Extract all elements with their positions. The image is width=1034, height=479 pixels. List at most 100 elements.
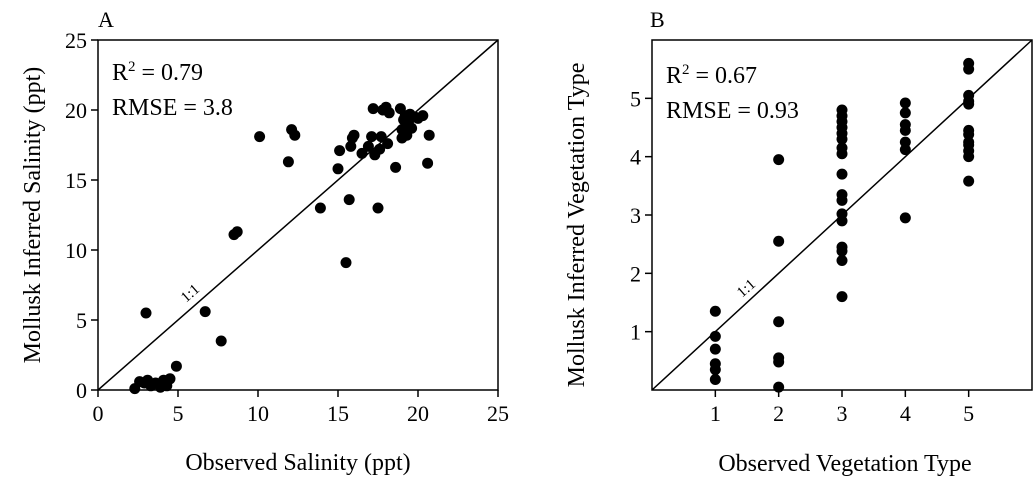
x-tick-label-b-1: 2 bbox=[773, 401, 784, 426]
data-point-b-11 bbox=[773, 381, 785, 393]
data-point-b-1 bbox=[709, 330, 721, 342]
points-b bbox=[709, 57, 975, 393]
data-point-b-30 bbox=[899, 107, 911, 119]
x-tick-label-a-1: 5 bbox=[173, 401, 184, 426]
r-squared-a: R2 = 0.79 bbox=[112, 59, 203, 86]
data-point-b-24 bbox=[836, 215, 848, 227]
data-point-a-54 bbox=[423, 129, 435, 141]
data-point-a-19 bbox=[289, 129, 301, 141]
plot-frame-a bbox=[97, 39, 499, 391]
data-point-b-17 bbox=[836, 133, 848, 145]
rmse-b: RMSE = 0.93 bbox=[666, 98, 799, 124]
y-tick-label-a-4: 20 bbox=[65, 98, 87, 123]
data-point-a-20 bbox=[314, 202, 326, 214]
panel-b: B 1 2 3 4 5 1 2 3 4 5 1:1 R2 = 0.67 RMSE = 0.93 O… bbox=[564, 7, 1033, 477]
x-axis-title-b: Observed Vegetation Type bbox=[718, 451, 971, 477]
points-a bbox=[129, 101, 435, 395]
y-tick-label-a-3: 15 bbox=[65, 168, 87, 193]
ticks-a: 0 5 10 15 20 25 0 5 10 15 20 25 bbox=[65, 28, 509, 426]
data-point-b-27 bbox=[836, 255, 848, 266]
y-tick-label-a-0: 0 bbox=[76, 378, 87, 403]
x-axis-title-a: Observed Salinity (ppt) bbox=[185, 450, 410, 476]
x-tick-label-b-4: 5 bbox=[963, 401, 974, 426]
data-point-b-33 bbox=[899, 136, 911, 148]
y-tick-label-b-0: 1 bbox=[630, 320, 641, 345]
data-point-a-34 bbox=[374, 143, 386, 155]
data-point-b-5 bbox=[709, 374, 721, 385]
data-point-b-34 bbox=[899, 144, 911, 156]
data-point-a-11 bbox=[170, 360, 182, 372]
data-point-b-46 bbox=[963, 151, 975, 163]
data-point-a-53 bbox=[422, 157, 434, 169]
y-tick-label-a-1: 5 bbox=[76, 308, 87, 333]
one-to-one-label-b: 1:1 bbox=[734, 276, 759, 301]
data-point-b-4 bbox=[709, 364, 721, 376]
x-tick-label-a-4: 20 bbox=[407, 401, 429, 426]
data-point-a-17 bbox=[282, 156, 294, 168]
x-tick-label-b-3: 4 bbox=[900, 401, 911, 426]
data-point-a-12 bbox=[199, 306, 211, 318]
data-point-b-26 bbox=[836, 245, 848, 257]
data-point-a-23 bbox=[340, 257, 352, 269]
data-point-a-22 bbox=[334, 145, 346, 157]
panel-letter-a: A bbox=[98, 7, 114, 32]
data-point-b-42 bbox=[963, 129, 975, 140]
data-point-b-32 bbox=[899, 124, 911, 136]
data-point-a-10 bbox=[140, 307, 152, 319]
data-point-b-28 bbox=[836, 291, 848, 303]
data-point-a-30 bbox=[366, 131, 378, 143]
data-point-b-29 bbox=[899, 97, 911, 109]
data-point-a-28 bbox=[356, 147, 368, 159]
data-point-a-24 bbox=[343, 194, 355, 206]
data-point-b-10 bbox=[773, 356, 785, 368]
data-point-b-2 bbox=[709, 343, 721, 355]
data-point-a-27 bbox=[348, 129, 360, 141]
rmse-a: RMSE = 3.8 bbox=[112, 95, 233, 121]
y-tick-label-b-2: 3 bbox=[630, 203, 641, 228]
data-point-b-47 bbox=[963, 175, 975, 187]
x-tick-label-b-0: 1 bbox=[710, 401, 721, 426]
data-point-b-22 bbox=[836, 194, 848, 206]
y-axis-title-a: Mollusk Inferred Salinity (ppt) bbox=[20, 67, 46, 364]
y-axis-title-b: Mollusk Inferred Vegetation Type bbox=[564, 63, 590, 388]
y-tick-label-a-2: 10 bbox=[65, 238, 87, 263]
data-point-b-8 bbox=[773, 316, 785, 328]
data-point-b-40 bbox=[963, 98, 975, 110]
data-point-a-35 bbox=[375, 131, 387, 143]
data-point-b-0 bbox=[709, 305, 721, 317]
data-point-a-15 bbox=[231, 226, 243, 238]
ticks-b: 1 2 3 4 5 1 2 3 4 5 bbox=[630, 86, 974, 426]
data-point-a-38 bbox=[382, 138, 394, 150]
y-tick-label-b-1: 2 bbox=[630, 261, 641, 286]
panel-letter-b: B bbox=[650, 7, 665, 32]
y-tick-label-a-5: 25 bbox=[65, 28, 87, 53]
data-point-b-35 bbox=[899, 212, 911, 224]
data-point-a-29 bbox=[362, 140, 374, 152]
data-point-a-21 bbox=[332, 163, 344, 175]
data-point-a-39 bbox=[383, 107, 395, 119]
x-tick-label-b-2: 3 bbox=[837, 401, 848, 426]
data-point-a-40 bbox=[390, 161, 402, 173]
data-point-a-13 bbox=[215, 335, 227, 347]
data-point-a-9 bbox=[164, 373, 176, 385]
data-point-b-6 bbox=[773, 154, 785, 166]
x-tick-label-a-2: 10 bbox=[247, 401, 269, 426]
one-to-one-label-a: 1:1 bbox=[178, 281, 203, 306]
x-tick-label-a-5: 25 bbox=[487, 401, 509, 426]
y-tick-label-b-4: 5 bbox=[630, 86, 641, 111]
y-tick-label-b-3: 4 bbox=[630, 145, 641, 170]
data-point-a-49 bbox=[406, 122, 418, 134]
data-point-a-31 bbox=[367, 103, 379, 115]
data-point-a-52 bbox=[417, 110, 429, 122]
data-point-a-25 bbox=[345, 140, 357, 152]
data-point-a-16 bbox=[254, 131, 266, 143]
x-tick-label-a-3: 15 bbox=[327, 401, 349, 426]
x-tick-label-a-0: 0 bbox=[93, 401, 104, 426]
one-to-one-line-a bbox=[97, 39, 499, 391]
panel-a: A 0 5 10 15 20 25 0 5 10 15 20 25 1:1 R2 = 0.79 RMS… bbox=[20, 7, 509, 476]
data-point-b-7 bbox=[773, 235, 785, 247]
data-point-b-20 bbox=[836, 168, 848, 180]
data-point-a-33 bbox=[372, 202, 384, 214]
r-squared-b: R2 = 0.67 bbox=[666, 62, 757, 89]
